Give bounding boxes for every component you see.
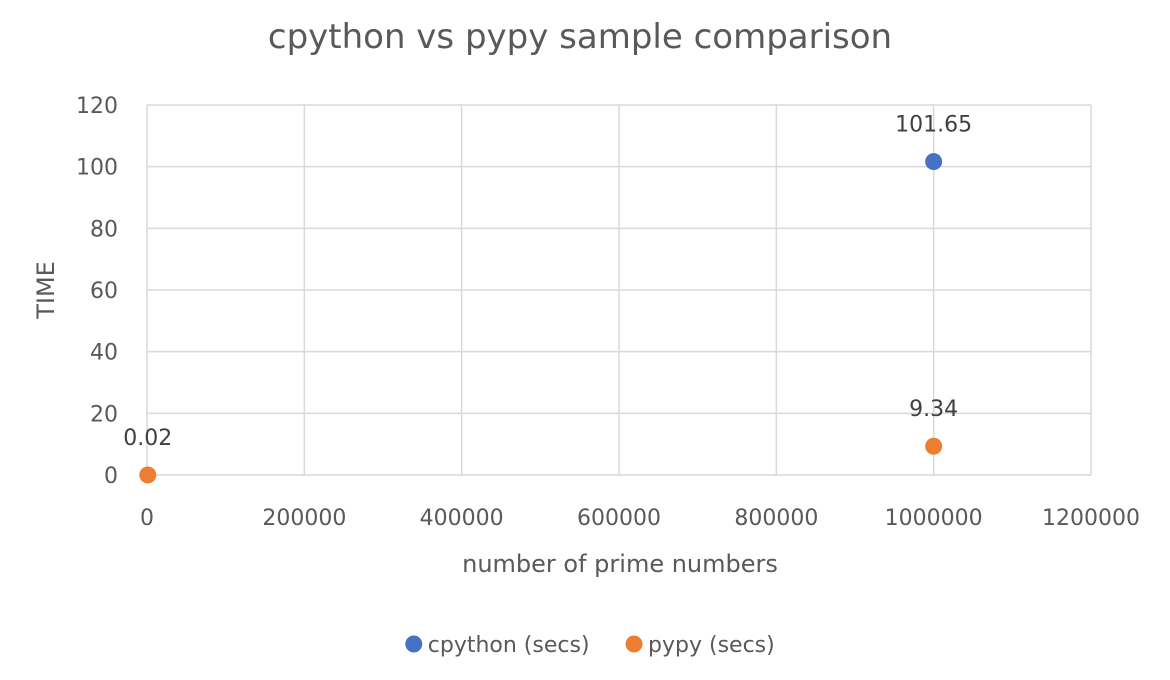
y-axis-label: TIME (32, 261, 60, 320)
y-tick-label: 0 (104, 464, 118, 489)
y-tick-label: 120 (76, 94, 118, 119)
x-tick-label: 200000 (262, 506, 346, 531)
legend-item: cpython (secs) (405, 633, 590, 658)
y-tick-label: 20 (90, 402, 118, 427)
x-tick-label: 400000 (420, 506, 504, 531)
data-label: 9.34 (909, 397, 958, 422)
x-axis-label: number of prime numbers (462, 550, 778, 578)
data-label: 0.02 (123, 426, 172, 451)
legend-label: pypy (secs) (648, 633, 775, 658)
x-tick-label: 600000 (577, 506, 661, 531)
grid (146, 104, 1092, 476)
x-tick-label: 0 (140, 506, 154, 531)
data-point (925, 153, 943, 171)
y-tick-label: 60 (90, 279, 118, 304)
x-tick-label: 1200000 (1042, 506, 1140, 531)
x-tick-label: 1000000 (885, 506, 983, 531)
x-tick-label: 800000 (734, 506, 818, 531)
y-tick-label: 40 (90, 341, 118, 366)
y-tick-label: 80 (90, 217, 118, 242)
y-tick-labels: 0 20 40 60 80 100 120 (76, 94, 118, 489)
chart-title: cpython vs pypy sample comparison (268, 17, 892, 57)
x-tick-labels: 0 200000 400000 600000 800000 1000000 1200000 (140, 506, 1140, 531)
data-point (925, 437, 943, 455)
legend-marker (405, 635, 423, 653)
data-point (139, 466, 157, 484)
legend: cpython (secs) pypy (secs) (405, 633, 775, 658)
data-labels: 101.65 0.02 9.34 (123, 113, 972, 451)
y-tick-label: 100 (76, 156, 118, 181)
data-label: 101.65 (895, 113, 972, 138)
legend-item: pypy (secs) (625, 633, 775, 658)
data-points (139, 153, 943, 484)
legend-label: cpython (secs) (428, 633, 590, 658)
legend-marker (625, 635, 643, 653)
